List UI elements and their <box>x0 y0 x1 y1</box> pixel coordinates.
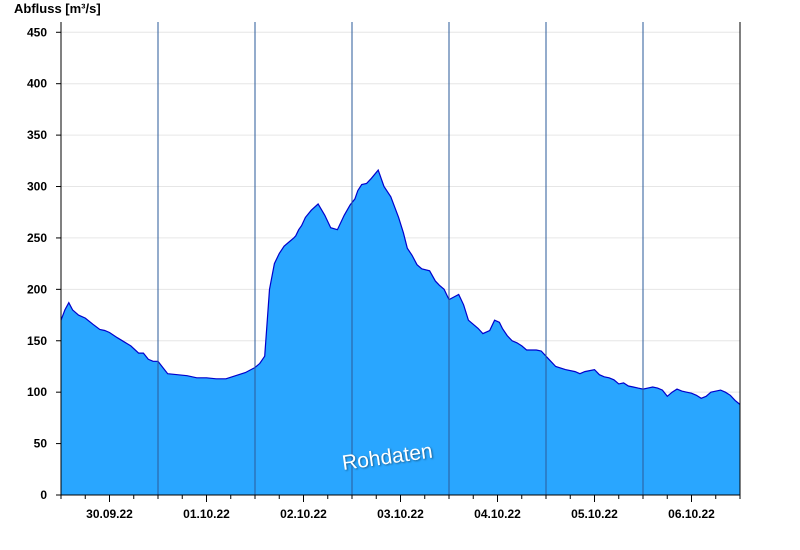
x-tick-label: 05.10.22 <box>571 507 618 521</box>
x-tick-label: 04.10.22 <box>474 507 521 521</box>
y-tick-label: 0 <box>40 488 47 502</box>
series-line <box>60 168 741 405</box>
x-tick-label: 03.10.22 <box>377 507 424 521</box>
x-tick-label: 01.10.22 <box>183 507 230 521</box>
x-tick-label: 06.10.22 <box>668 507 715 521</box>
y-tick-label: 450 <box>27 25 47 39</box>
x-tick-label: 30.09.22 <box>86 507 133 521</box>
y-tick-label: 300 <box>27 180 47 194</box>
series-area <box>61 170 740 495</box>
y-tick-label: 250 <box>27 231 47 245</box>
y-tick-label: 200 <box>27 282 47 296</box>
y-tick-label: 150 <box>27 334 47 348</box>
y-tick-label: 350 <box>27 128 47 142</box>
y-tick-label: 100 <box>27 385 47 399</box>
y-tick-label: 400 <box>27 77 47 91</box>
y-tick-label: 50 <box>34 437 48 451</box>
x-tick-label: 02.10.22 <box>280 507 327 521</box>
y-axis-label: Abfluss [m³/s] <box>14 1 101 16</box>
